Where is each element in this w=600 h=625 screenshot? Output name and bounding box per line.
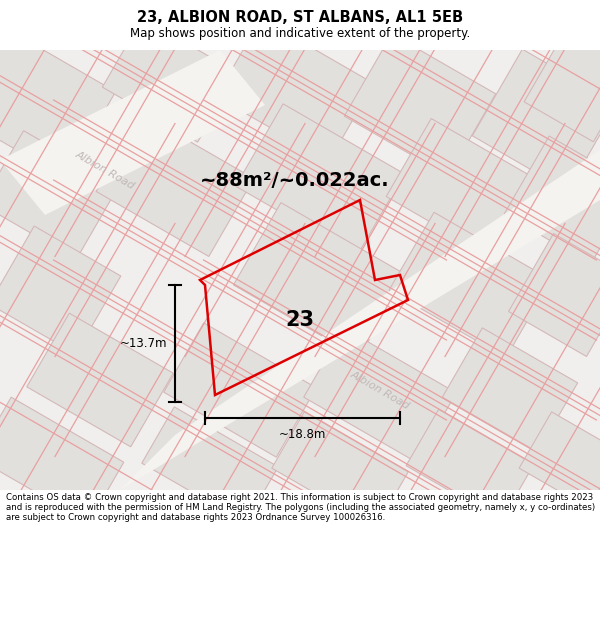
Polygon shape [96,114,254,256]
Polygon shape [236,104,404,256]
Polygon shape [0,131,119,259]
Polygon shape [0,22,116,178]
Polygon shape [386,119,544,261]
Text: Contains OS data © Crown copyright and database right 2021. This information is : Contains OS data © Crown copyright and d… [6,492,595,522]
Text: Map shows position and indicative extent of the property.: Map shows position and indicative extent… [130,27,470,40]
Polygon shape [406,409,534,521]
Polygon shape [103,18,238,142]
Polygon shape [304,328,456,462]
Text: ~88m²/~0.022ac.: ~88m²/~0.022ac. [200,171,390,189]
Polygon shape [164,323,316,457]
Polygon shape [509,234,600,356]
Text: 23, ALBION ROAD, ST ALBANS, AL1 5EB: 23, ALBION ROAD, ST ALBANS, AL1 5EB [137,10,463,25]
Polygon shape [0,50,265,215]
Polygon shape [120,150,600,490]
Polygon shape [504,136,600,264]
Polygon shape [233,202,407,358]
Polygon shape [272,412,408,528]
Polygon shape [524,28,600,142]
Polygon shape [0,226,121,354]
Polygon shape [216,19,374,161]
Text: 23: 23 [286,310,314,330]
Text: Albion Road: Albion Road [74,149,136,191]
Polygon shape [389,213,551,358]
Polygon shape [0,398,124,522]
Polygon shape [442,328,578,452]
Polygon shape [344,34,496,176]
Text: ~13.7m: ~13.7m [119,337,167,350]
Text: Albion Road: Albion Road [349,369,412,411]
Polygon shape [519,412,600,508]
Polygon shape [472,49,600,191]
Text: ~18.8m: ~18.8m [279,428,326,441]
Polygon shape [27,313,173,447]
Polygon shape [142,407,278,523]
